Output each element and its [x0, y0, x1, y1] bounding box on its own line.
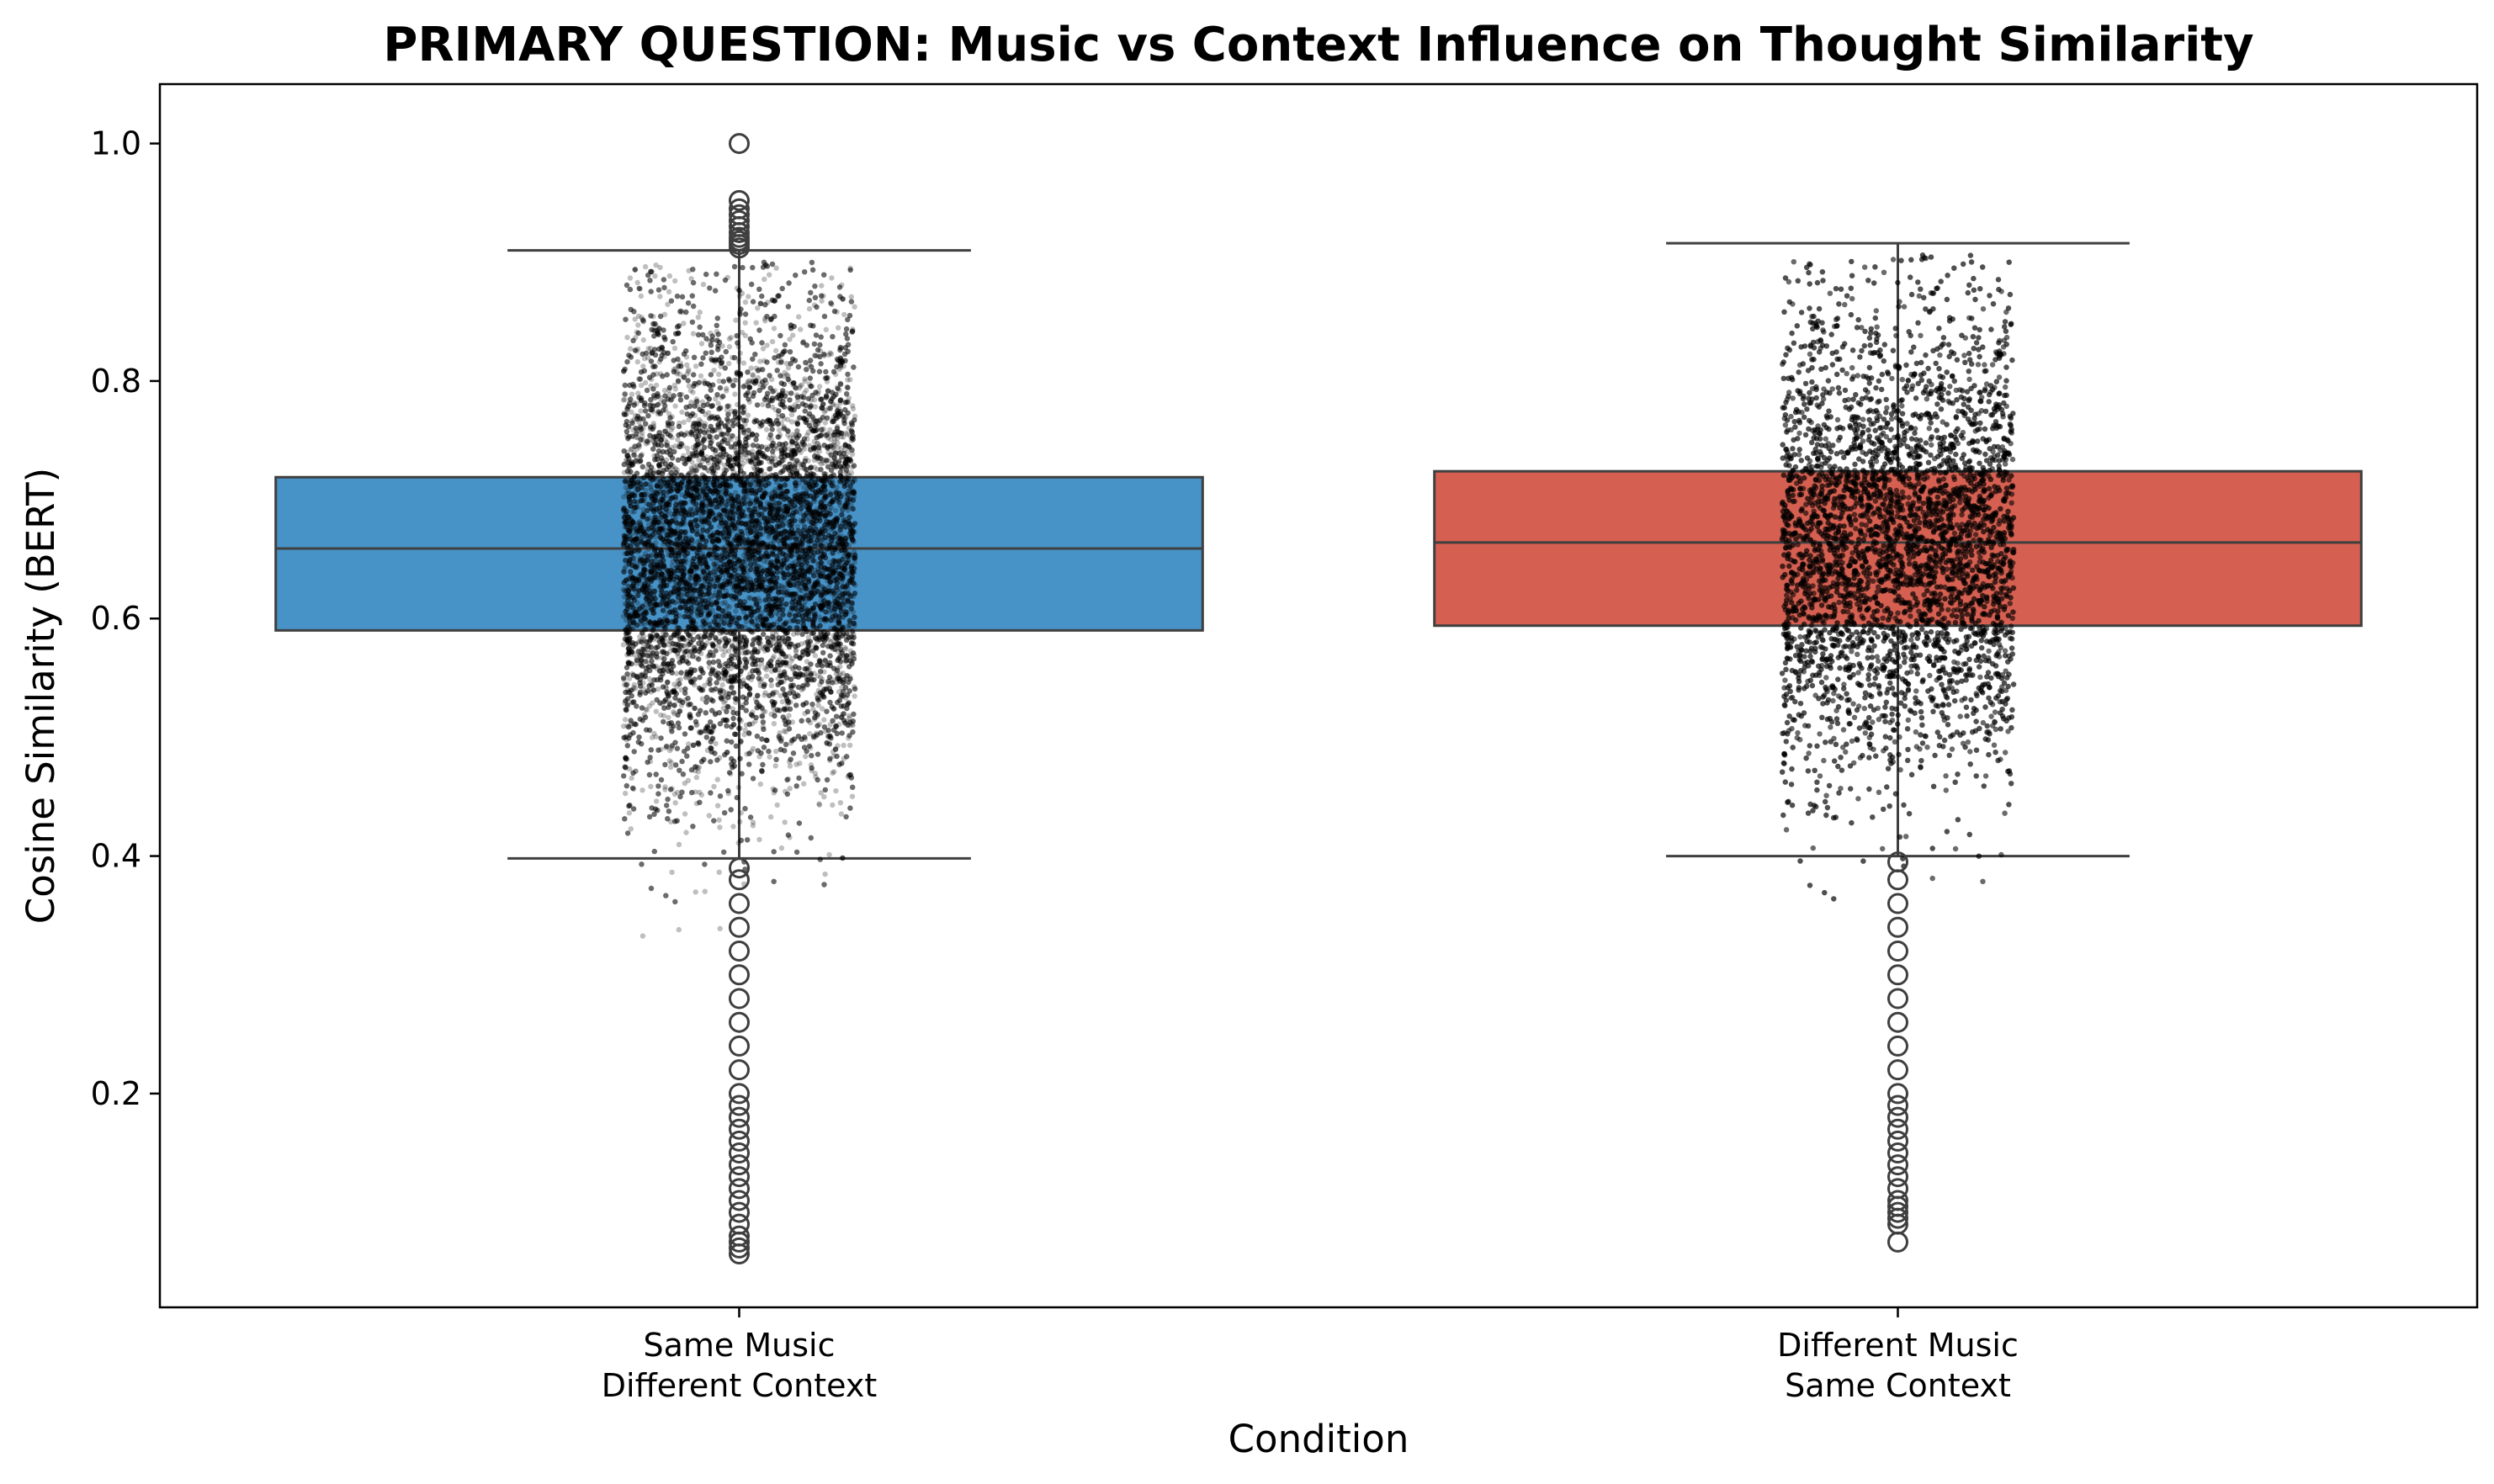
outlier-point — [1887, 1035, 1908, 1057]
outlier-point — [1887, 1130, 1908, 1152]
outlier-point — [1887, 964, 1908, 986]
outlier-point — [729, 916, 750, 938]
y-tick-label: 0.4 — [91, 838, 141, 875]
y-axis-label: Cosine Similarity (BERT) — [19, 468, 63, 924]
outlier-point — [729, 857, 750, 879]
outlier-point — [729, 1059, 750, 1081]
outlier-point — [1887, 1231, 1908, 1253]
outlier-point — [729, 1094, 750, 1116]
outlier-point — [1887, 1178, 1908, 1200]
strip-points-1 — [620, 259, 858, 939]
outlier-point — [729, 1178, 750, 1200]
x-axis-label: Condition — [1228, 1417, 1409, 1461]
outlier-point — [1887, 1166, 1908, 1188]
outlier-point — [1887, 1142, 1908, 1163]
outlier-point — [1887, 1059, 1908, 1081]
y-axis: 0.2 0.4 0.6 0.8 1.0 — [91, 125, 160, 1112]
outlier-point — [729, 1083, 750, 1105]
outlier-point — [1887, 1201, 1908, 1223]
outlier-point — [729, 1154, 750, 1176]
outlier-point — [1887, 1083, 1908, 1105]
outlier-point — [1887, 1106, 1908, 1128]
outlier-point — [729, 1130, 750, 1152]
outlier-point — [729, 941, 750, 962]
plot-frame — [158, 82, 2479, 1309]
box-1 — [274, 475, 1204, 632]
outlier-point — [1887, 1190, 1908, 1211]
outlier-point — [1887, 988, 1908, 1010]
outlier-point — [1887, 1094, 1908, 1116]
outlier-point — [729, 1213, 750, 1235]
outlier-point — [729, 1237, 750, 1259]
chart-title: PRIMARY QUESTION: Music vs Context Influ… — [383, 18, 2253, 72]
outlier-point — [729, 204, 750, 225]
outlier-point — [729, 1201, 750, 1223]
outlier-point — [1887, 851, 1908, 873]
outlier-point — [729, 198, 750, 220]
y-tick-label: 0.8 — [91, 363, 141, 400]
outlier-point — [729, 1225, 750, 1247]
outlier-point — [1887, 869, 1908, 891]
outlier-point — [729, 1166, 750, 1188]
outlier-point — [729, 1142, 750, 1163]
outlier-point — [1887, 1154, 1908, 1176]
box-2 — [1433, 469, 2363, 628]
outlier-point — [729, 133, 750, 155]
x-tick-label-line2: Same Context — [1785, 1367, 2011, 1404]
outlier-point — [729, 893, 750, 914]
x-tick-label-line1: Same Music — [644, 1327, 836, 1364]
outlier-point — [729, 1190, 750, 1211]
outlier-point — [1887, 1118, 1908, 1140]
outlier-point — [729, 964, 750, 986]
y-tick-label: 0.6 — [91, 600, 141, 637]
x-tick-label-line2: Different Context — [602, 1367, 877, 1404]
outliers-1 — [729, 133, 750, 1264]
outliers-2 — [1887, 851, 1908, 1253]
outlier-point — [729, 189, 750, 211]
outlier-point — [729, 1011, 750, 1033]
box-group-1 — [274, 133, 1204, 1264]
outlier-point — [729, 1118, 750, 1140]
box-group-2 — [1433, 241, 2363, 1253]
outlier-point — [1887, 893, 1908, 914]
outlier-point — [1887, 1011, 1908, 1033]
outlier-point — [1887, 916, 1908, 938]
outlier-point — [729, 1035, 750, 1057]
outlier-point — [1887, 941, 1908, 962]
y-tick-label: 0.2 — [91, 1075, 141, 1112]
outlier-point — [729, 1106, 750, 1128]
plot-area — [274, 133, 2363, 1264]
x-tick-label-line1: Different Music — [1777, 1327, 2019, 1364]
outlier-point — [729, 869, 750, 891]
outlier-point — [729, 988, 750, 1010]
outlier-point — [729, 209, 750, 231]
y-tick-label: 1.0 — [91, 125, 141, 162]
strip-points-2 — [1779, 252, 2017, 902]
